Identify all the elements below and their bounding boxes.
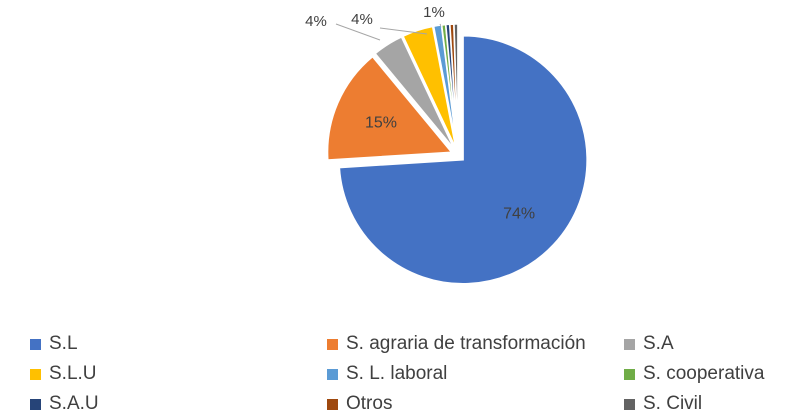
legend-label: S.A xyxy=(643,333,674,354)
legend-swatch xyxy=(624,368,635,380)
legend: S.L S. agraria de transformación S.A S.L… xyxy=(0,320,793,418)
legend-label: S. cooperativa xyxy=(643,363,765,384)
legend-item-s-l-u: S.L.U xyxy=(30,363,97,385)
data-label-s-agraria-de-transformaci-n: 15% xyxy=(365,115,397,132)
legend-item-s-l-laboral: S. L. laboral xyxy=(327,363,447,385)
leader-line-s-l-u xyxy=(379,27,428,35)
data-label-s-l-u: 4% xyxy=(351,11,373,28)
legend-label: S.L xyxy=(49,333,78,354)
legend-swatch xyxy=(30,368,41,380)
data-label-s-a: 4% xyxy=(305,13,327,30)
legend-swatch xyxy=(327,338,338,350)
legend-swatch xyxy=(30,338,41,350)
legend-swatch xyxy=(624,398,635,410)
legend-swatch xyxy=(624,338,635,350)
legend-item-s-cooperativa: S. cooperativa xyxy=(624,363,764,385)
legend-item-s-agraria: S. agraria de transformación xyxy=(327,333,586,355)
pie-slice-s-a xyxy=(374,35,455,150)
legend-swatch xyxy=(327,368,338,380)
pie-slice-s-civil xyxy=(453,23,459,149)
legend-item-otros: Otros xyxy=(327,393,392,415)
pie-slice-s-agraria-de-transformaci-n xyxy=(326,55,454,161)
legend-label: S.L.U xyxy=(49,363,97,384)
legend-label: S.A.U xyxy=(49,393,99,414)
data-label-s-l: 74% xyxy=(503,205,535,222)
pie-plot-area: 74% 15% 4% 4% 1% xyxy=(305,4,588,285)
legend-item-s-a-u: S.A.U xyxy=(30,393,99,415)
data-label-s-l-laboral: 1% xyxy=(423,4,445,21)
legend-swatch xyxy=(327,398,338,410)
legend-item-s-l: S.L xyxy=(30,333,78,355)
legend-label: S. agraria de transformación xyxy=(346,333,586,354)
pie-slice-s-l-u xyxy=(402,25,457,149)
legend-label: Otros xyxy=(346,393,393,414)
legend-label: S. L. laboral xyxy=(346,363,448,384)
pie-slice-s-l xyxy=(338,35,588,285)
legend-item-s-a: S.A xyxy=(624,333,674,355)
legend-label: S. Civil xyxy=(643,393,703,414)
legend-item-s-civil: S. Civil xyxy=(624,393,702,415)
legend-swatch xyxy=(30,398,41,410)
leader-line-s-a xyxy=(335,23,381,41)
